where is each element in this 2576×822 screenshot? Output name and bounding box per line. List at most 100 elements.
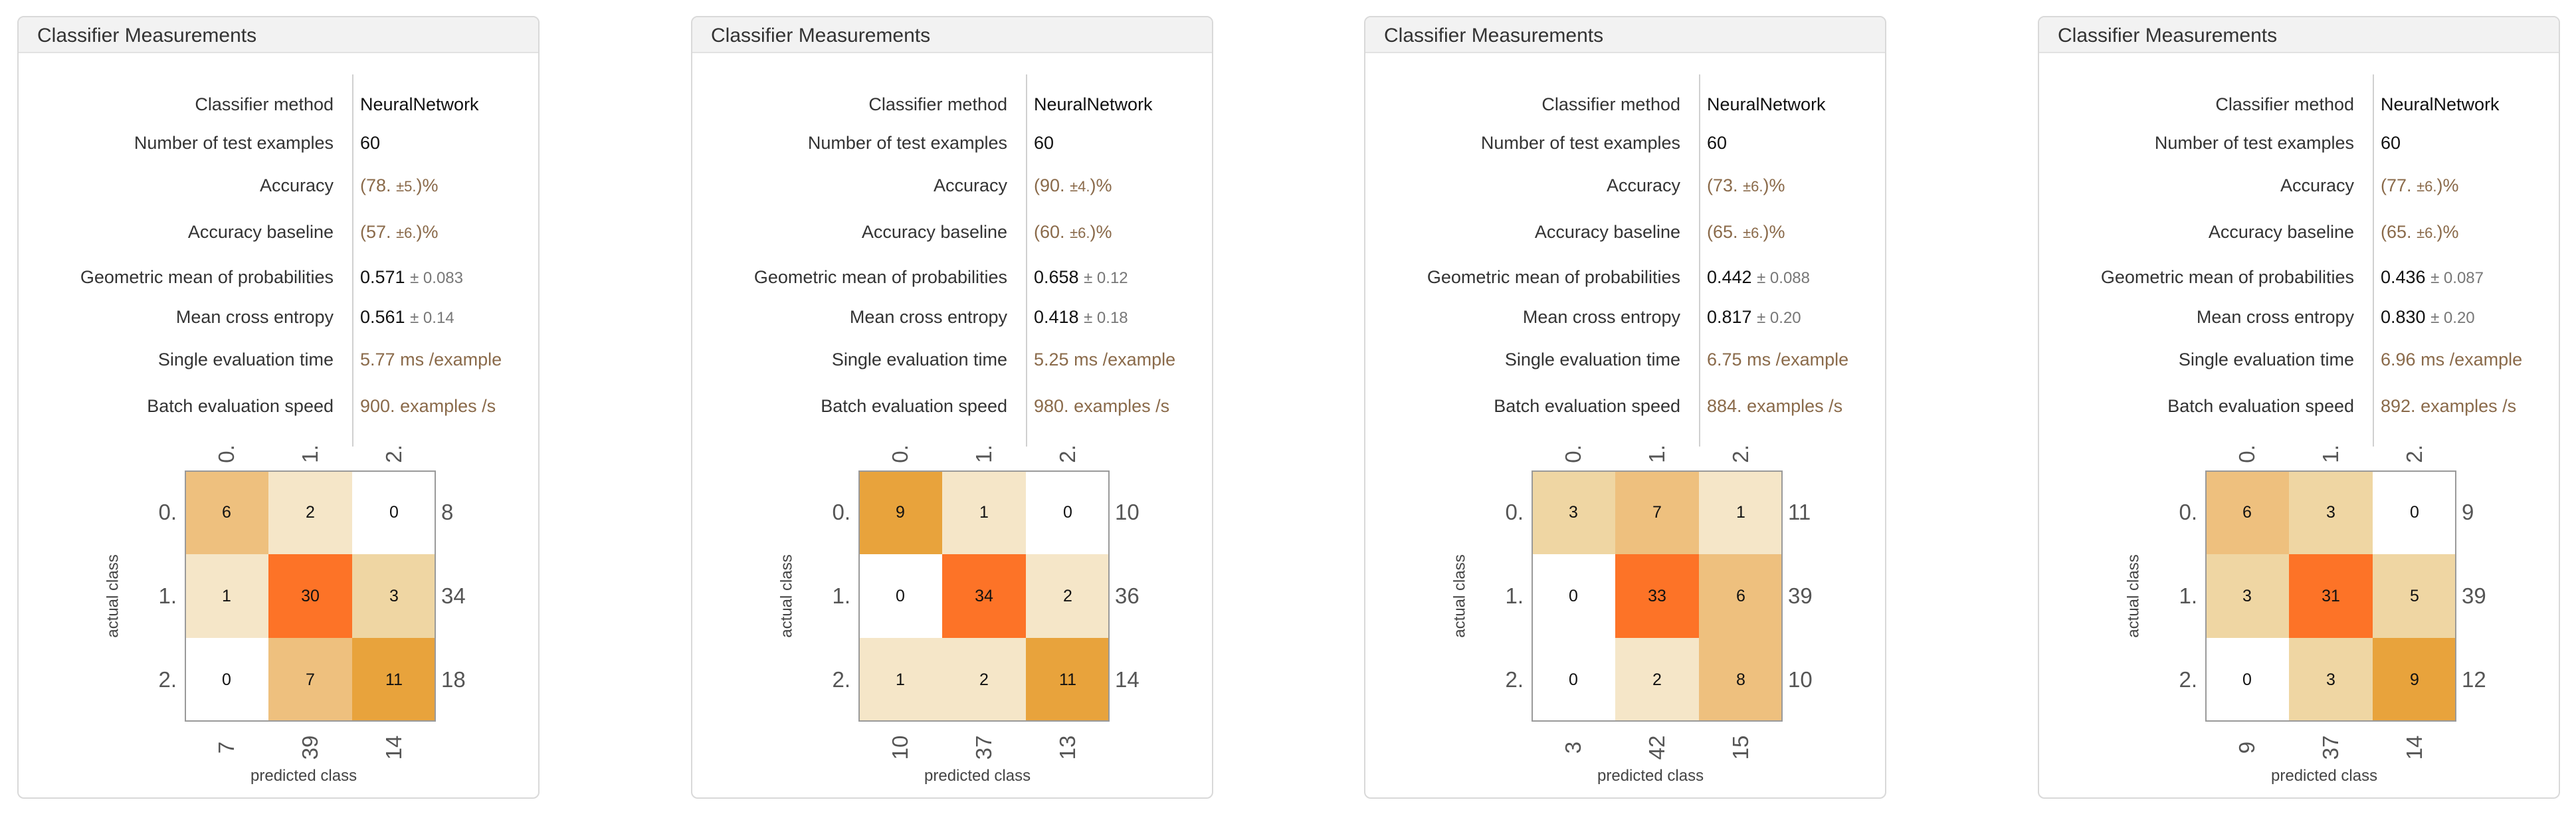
value-number: 892. [2381,396,2416,416]
predicted-class-title: predicted class [250,767,357,785]
matrix-cell: 0 [858,554,942,638]
classifier-method-value: NeuralNetwork [1034,94,1153,114]
num-test-examples-label: Number of test examples [1480,133,1680,153]
value-number: 0.436 [2381,267,2426,287]
mean-cross-entropy-label: Mean cross entropy [1522,307,1680,327]
matrix-cell: 6 [1699,554,1783,638]
predicted-class-label: 2. [2402,445,2427,463]
classifier-method-label: Classifier method [195,94,334,114]
classifier-method-label: Classifier method [2215,94,2354,114]
column-total: 37 [971,735,996,760]
matrix-cell: 34 [942,554,1026,638]
classifier-panel: Classifier Measurements Classifier method… [691,16,1213,799]
panel-title: Classifier Measurements [2058,25,2278,47]
matrix-cell: 2 [1615,638,1699,722]
actual-class-label: 2. [1505,667,1524,692]
classifier-panel: Classifier Measurements Classifier method… [17,16,540,799]
classifier-method-value: NeuralNetwork [1707,94,1826,114]
matrix-cell: 9 [858,470,942,554]
value-number: 900. [360,396,395,416]
value-error: ±6. [396,225,417,241]
value-error: ± 0.083 [410,269,463,287]
actual-class-label: 1. [158,583,177,608]
matrix-cell: 3 [352,554,436,638]
paren-close: )% [1090,175,1112,195]
classifier-panel: Classifier Measurements Classifier method… [1364,16,1886,799]
accuracy-label: Accuracy [2280,175,2354,195]
value-error: ±6. [1743,225,1763,241]
panel-header: Classifier Measurements [1365,17,1885,53]
single-evaluation-time-label: Single evaluation time [831,350,1007,369]
batch-evaluation-speed-label: Batch evaluation speed [1494,396,1680,416]
geometric-mean-label: Geometric mean of probabilities [753,267,1007,287]
mean-cross-entropy-label: Mean cross entropy [849,307,1007,327]
paren-close: )% [416,175,439,195]
predicted-class-label: 1. [1644,445,1669,463]
actual-class-title: actual class [777,554,796,638]
single-evaluation-time-label: Single evaluation time [1504,350,1680,369]
actual-class-title: actual class [104,554,122,638]
matrix-cell: 1 [1699,470,1783,554]
cross-entropy-value: 0.561 ± 0.14 [360,307,454,328]
geo-mean-value: 0.658 ± 0.12 [1034,267,1128,288]
batch-speed-value: 980. examples /s [1034,396,1169,417]
matrix-cell: 33 [1615,554,1699,638]
paren-open: ( [1034,175,1040,195]
paren-open: ( [1034,222,1040,242]
column-total: 42 [1644,735,1669,760]
value-number: 0.571 [360,267,405,287]
matrix-cell: 0 [2373,470,2456,554]
value-error: ± 0.14 [410,309,454,327]
row-total: 12 [2462,667,2486,692]
paren-open: ( [1707,222,1713,242]
value-error: ±6. [1070,225,1090,241]
accuracy-label: Accuracy [1606,175,1680,195]
predicted-class-label: 0. [1561,445,1585,463]
num-test-examples-value: 60 [360,133,381,153]
value-error: ±5. [396,178,417,195]
column-total: 39 [298,735,322,760]
row-total: 10 [1115,500,1139,524]
accuracy-baseline-label: Accuracy baseline [2208,222,2354,242]
single-eval-value: 5.77 ms /example [360,350,502,370]
confusion-matrix: 6 3 0 3 31 5 0 3 9 0. 9 1. 39 2. 12 0. 9 1. 37 2. 14 predicte… [2039,17,2561,800]
matrix-cell: 7 [1615,470,1699,554]
num-test-examples-label: Number of test examples [134,133,334,153]
row-total: 9 [2462,500,2474,524]
value-number: 78. [366,175,391,195]
matrix-cell: 11 [1026,638,1110,722]
matrix-cell: 0 [185,638,268,722]
panel-title: Classifier Measurements [1384,25,1604,47]
column-total: 37 [2318,735,2343,760]
row-total: 10 [1788,667,1813,692]
value-number: 0.561 [360,307,405,327]
num-test-examples-label: Number of test examples [807,133,1007,153]
column-total: 7 [214,741,239,754]
geo-mean-value: 0.436 ± 0.087 [2381,267,2484,288]
geometric-mean-label: Geometric mean of probabilities [1427,267,1680,287]
value-error: ± 0.12 [1084,269,1128,287]
value-unit: examples /s [1074,396,1170,416]
value-unit: ms /example [1747,350,1849,369]
actual-class-title: actual class [2124,554,2143,638]
predicted-class-title: predicted class [1597,767,1704,785]
actual-class-label: 1. [1505,583,1524,608]
matrix-cell: 11 [352,638,436,722]
single-eval-value: 6.75 ms /example [1707,350,1848,370]
value-error: ± 0.088 [1757,269,1810,287]
matrix-cell: 31 [2289,554,2373,638]
matrix-cell: 30 [268,554,352,638]
accuracy-label: Accuracy [259,175,334,195]
panel-title: Classifier Measurements [711,25,931,47]
cross-entropy-value: 0.830 ± 0.20 [2381,307,2475,328]
value-number: 0.418 [1034,307,1079,327]
row-total: 14 [1115,667,1139,692]
confusion-matrix: 9 1 0 0 34 2 1 2 11 0. 10 1. 36 2. 14 0. 10 1. 37 2. 13 predi… [692,17,1215,800]
actual-class-label: 1. [832,583,850,608]
batch-evaluation-speed-label: Batch evaluation speed [2167,396,2354,416]
column-total: 14 [381,735,406,760]
panel-header: Classifier Measurements [2039,17,2559,53]
value-number: 0.817 [1707,307,1752,327]
num-test-examples-value: 60 [1707,133,1728,153]
matrix-cell: 2 [268,470,352,554]
